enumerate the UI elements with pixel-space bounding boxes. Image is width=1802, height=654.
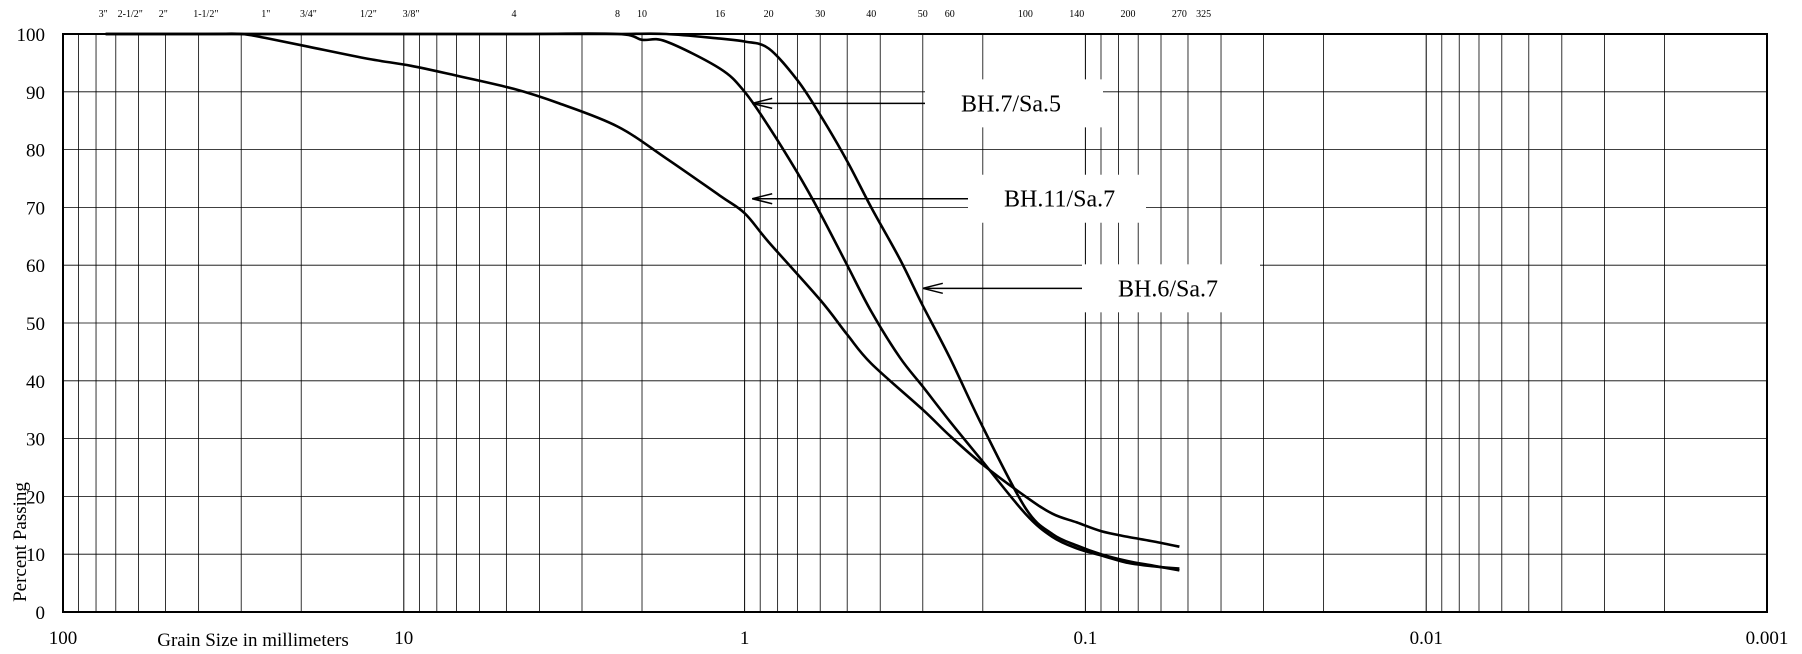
callout-label: BH.6/Sa.7	[1118, 276, 1218, 302]
grid-lines	[63, 34, 1767, 612]
y-axis-title: Percent Passing	[10, 482, 31, 602]
y-tick-label: 10	[26, 545, 45, 566]
x-tick-label: 0.001	[1746, 628, 1789, 649]
sieve-label: 2-1/2"	[118, 9, 143, 20]
callout-label: BH.7/Sa.5	[961, 91, 1061, 117]
sieve-label: 30	[815, 9, 825, 20]
callout-bh-7-sa-5: BH.7/Sa.5	[752, 79, 1103, 128]
sieve-size-labels: 3" 2-1/2" 2" 1-1/2" 1" 3/4" 1/2" 3/8" 4 8 10 16 20 30…	[99, 9, 1211, 20]
sieve-label: 20	[764, 9, 774, 20]
sieve-label: 10	[637, 9, 647, 20]
sieve-label: 3"	[99, 9, 108, 20]
sieve-label: 270	[1172, 9, 1187, 20]
callout-box	[1082, 264, 1260, 313]
x-tick-label: 1	[740, 628, 750, 649]
y-tick-label: 20	[26, 487, 45, 508]
sieve-label: 200	[1120, 9, 1135, 20]
y-tick-label: 70	[26, 198, 45, 219]
x-tick-label: 10	[394, 628, 413, 649]
curve-bh-6-sa-7	[105, 32, 1180, 548]
callout-bh-11-sa-7: BH.11/Sa.7	[752, 174, 1146, 223]
x-axis-tick-labels: 100 10 1 0.1 0.01 0.001	[49, 628, 1789, 649]
x-tick-label: 0.1	[1074, 628, 1098, 649]
y-tick-label: 80	[26, 141, 45, 162]
x-tick-label: 100	[49, 628, 78, 649]
callout-bh-6-sa-7: BH.6/Sa.7	[922, 264, 1260, 313]
x-axis-title: Grain Size in millimeters	[157, 630, 349, 651]
sieve-label: 1-1/2"	[193, 9, 218, 20]
callout-box	[968, 174, 1146, 223]
arrowhead-icon	[752, 193, 773, 205]
sieve-label: 1/2"	[360, 9, 377, 20]
sieve-label: 4	[511, 9, 516, 20]
sieve-label: 8	[615, 9, 620, 20]
callout-box	[925, 79, 1103, 128]
sieve-label: 3/4"	[300, 9, 317, 20]
y-tick-label: 100	[17, 25, 46, 46]
sieve-label: 3/8"	[403, 9, 420, 20]
y-tick-label: 50	[26, 314, 45, 335]
sieve-label: 40	[866, 9, 876, 20]
plot-frame	[62, 33, 1768, 613]
arrowhead-icon	[752, 97, 773, 110]
sieve-label: 2"	[159, 9, 168, 20]
sieve-label: 140	[1069, 9, 1084, 20]
x-tick-label: 0.01	[1410, 628, 1443, 649]
callout-label: BH.11/Sa.7	[1004, 187, 1115, 213]
sieve-label: 50	[918, 9, 928, 20]
sieve-label: 325	[1196, 9, 1211, 20]
y-tick-label: 60	[26, 256, 45, 277]
sieve-label: 60	[945, 9, 955, 20]
sieve-label: 16	[715, 9, 725, 20]
y-tick-label: 40	[26, 372, 45, 393]
sieve-label: 1"	[261, 9, 270, 20]
y-tick-label: 30	[26, 430, 45, 451]
arrowhead-icon	[922, 282, 943, 295]
y-tick-label: 0	[36, 603, 46, 624]
curve-callouts: BH.7/Sa.5 BH.11/Sa.7 BH.6/Sa.7	[752, 79, 1260, 313]
sieve-label: 100	[1018, 9, 1033, 20]
y-tick-label: 90	[26, 83, 45, 104]
